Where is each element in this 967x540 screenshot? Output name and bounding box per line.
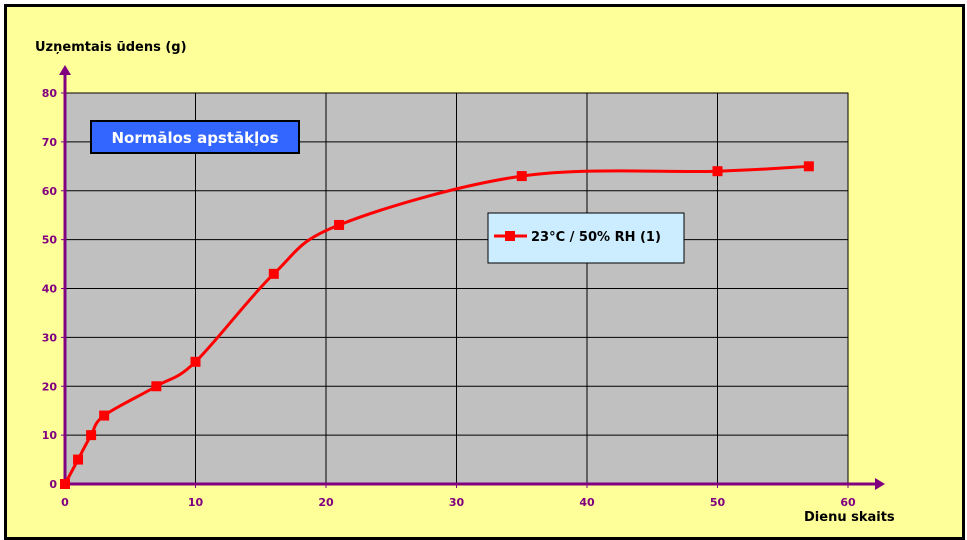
data-point-16 <box>268 268 279 279</box>
x-tick-label-30: 30 <box>449 496 465 509</box>
data-point-7 <box>151 381 162 392</box>
y-tick-label-10: 10 <box>42 429 58 442</box>
x-tick-label-40: 40 <box>579 496 595 509</box>
y-tick-label-80: 80 <box>42 87 58 100</box>
data-point-1 <box>73 454 84 465</box>
data-point-50 <box>712 166 723 177</box>
line-chart: 0 10 20 30 40 50 60 70 80 0 10 20 30 40 50 60 Uzņemtais… <box>35 40 895 525</box>
x-axis-title: Dienu skaits <box>804 510 895 525</box>
legend-marker <box>505 231 515 241</box>
series-layer <box>60 161 814 489</box>
data-point-10 <box>190 356 201 367</box>
x-tick-label-50: 50 <box>710 496 726 509</box>
legend: 23°C / 50% RH (1) <box>487 212 685 264</box>
legend-box <box>487 212 685 264</box>
annotation-text: Normālos apstākļos <box>111 129 278 147</box>
x-tick-label-60: 60 <box>840 496 856 509</box>
chart-frame: 0 10 20 30 40 50 60 70 80 0 10 20 30 40 50 60 Uzņemtais… <box>4 4 965 540</box>
tick-labels: 0 10 20 30 40 50 60 70 80 0 10 20 30 40 50 60 <box>42 87 856 509</box>
y-tick-label-0: 0 <box>49 478 57 491</box>
y-tick-label-40: 40 <box>42 283 58 296</box>
data-point-3 <box>99 410 110 421</box>
data-point-0 <box>60 479 70 489</box>
y-axis-arrow <box>59 65 71 75</box>
x-tick-label-20: 20 <box>318 496 334 509</box>
x-tick-label-10: 10 <box>188 496 204 509</box>
x-axis-arrow <box>875 478 885 490</box>
annotation-box: Normālos apstākļos <box>90 120 300 154</box>
y-tick-label-70: 70 <box>42 136 58 149</box>
legend-label: 23°C / 50% RH (1) <box>531 230 661 245</box>
x-tick-label-0: 0 <box>61 496 69 509</box>
annotation-background <box>90 120 300 154</box>
grid-lines <box>65 92 849 484</box>
y-axis-title: Uzņemtais ūdens (g) <box>35 40 187 55</box>
y-tick-label-50: 50 <box>42 234 58 247</box>
data-point-35 <box>516 171 527 182</box>
y-tick-label-30: 30 <box>42 331 58 344</box>
y-tick-label-60: 60 <box>42 185 58 198</box>
y-tick-label-20: 20 <box>42 380 58 393</box>
data-point-21 <box>334 219 345 230</box>
data-point-57 <box>803 161 814 172</box>
data-point-2 <box>86 430 97 441</box>
